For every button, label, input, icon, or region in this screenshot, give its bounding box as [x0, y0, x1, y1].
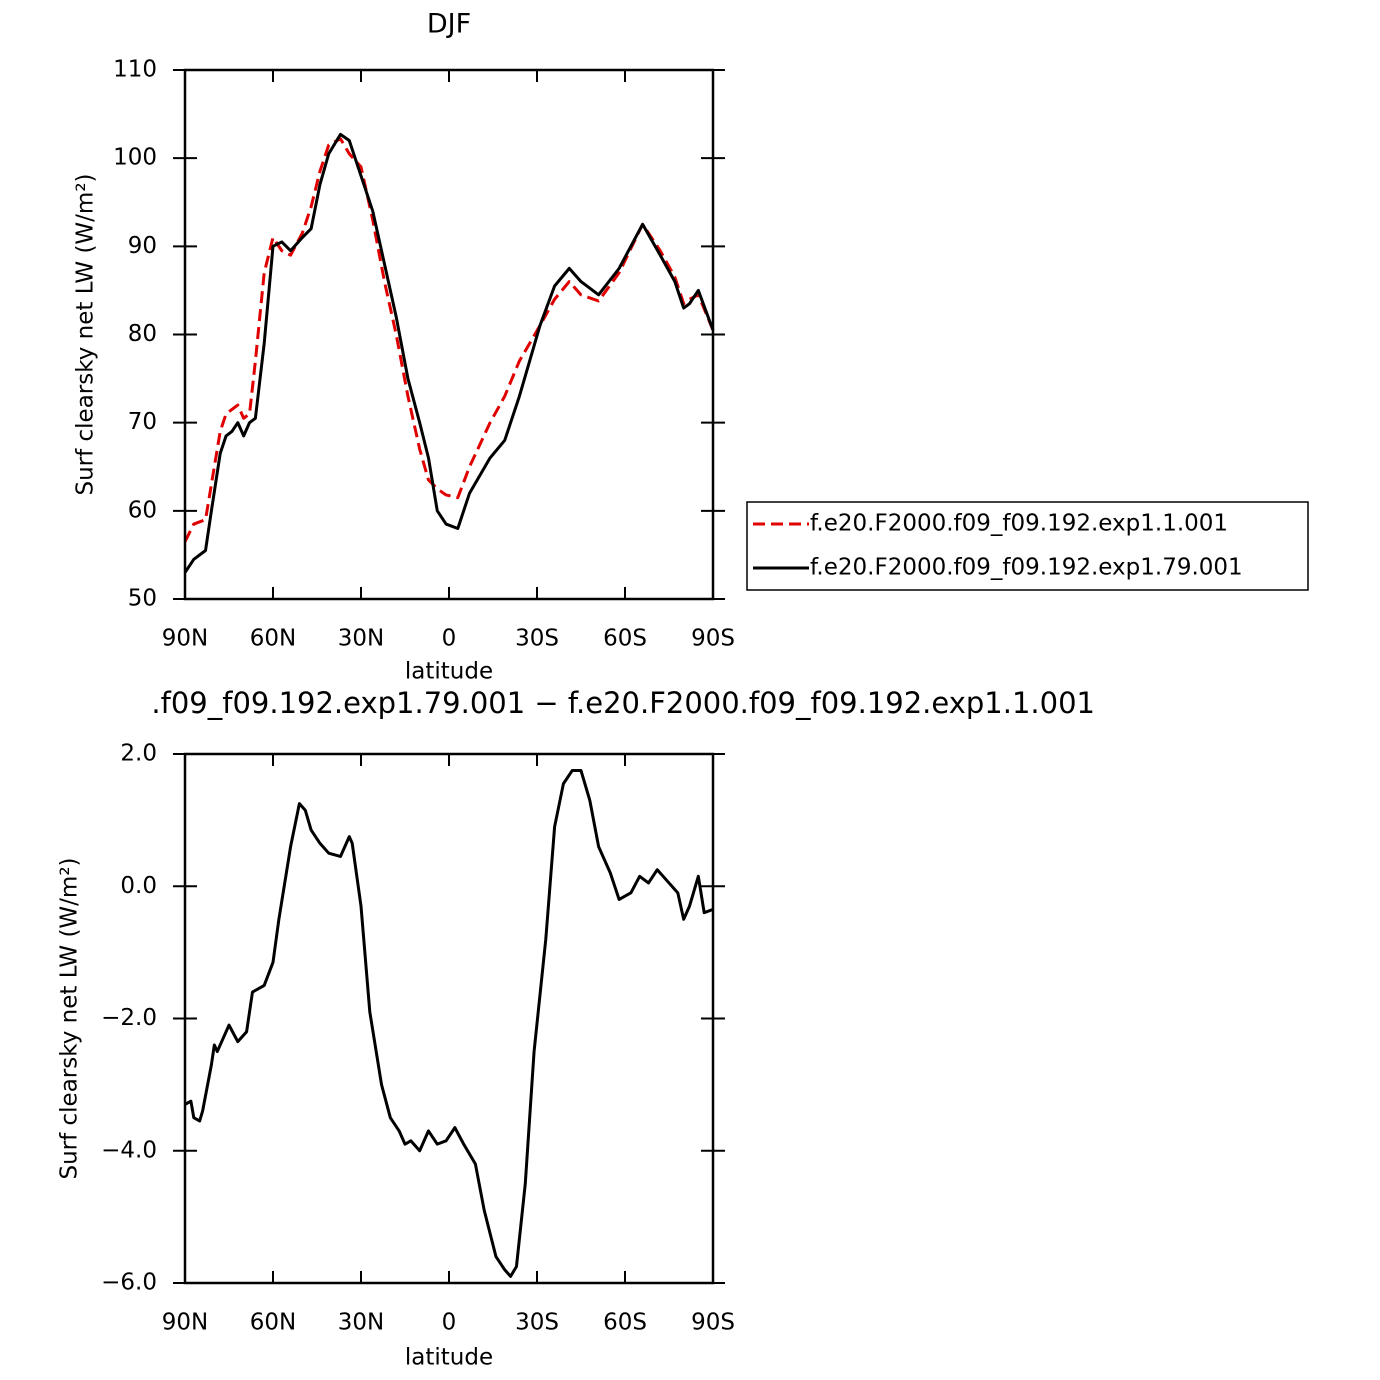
y-tick-label: 50: [128, 586, 157, 612]
x-tick-label: 90S: [691, 1310, 735, 1336]
data-line: [183, 137, 715, 543]
plot-frame: [183, 68, 715, 601]
y-tick-label: 100: [113, 145, 157, 171]
x-tick-label: 30S: [515, 626, 559, 652]
y-tick-label: −6.0: [101, 1270, 157, 1296]
y-tick-label: −4.0: [101, 1137, 157, 1163]
data-line: [183, 132, 715, 574]
x-tick-label: 0: [442, 1310, 457, 1336]
x-tick-label: 60N: [250, 626, 296, 652]
x-tick-label: 30N: [338, 626, 384, 652]
y-axis-label: Surf clearsky net LW (W/m²): [57, 857, 83, 1179]
x-tick-label: 90N: [162, 1310, 208, 1336]
x-tick-label: 60S: [603, 626, 647, 652]
plot-frame: [183, 752, 715, 1285]
x-axis-label: latitude: [405, 1345, 493, 1371]
x-tick-label: 0: [442, 626, 457, 652]
chart-title: .f09_f09.192.exp1.79.001 − f.e20.F2000.f…: [151, 686, 1095, 720]
x-axis-label: latitude: [405, 659, 493, 685]
x-tick-label: 60S: [603, 1310, 647, 1336]
x-tick-label: 30N: [338, 1310, 384, 1336]
y-tick-label: 90: [128, 233, 157, 259]
y-tick-label: 70: [128, 409, 157, 435]
y-tick-label: 2.0: [120, 741, 157, 767]
legend-label: f.e20.F2000.f09_f09.192.exp1.79.001: [810, 555, 1243, 581]
x-tick-label: 60N: [250, 1310, 296, 1336]
x-tick-label: 90N: [162, 626, 208, 652]
y-tick-label: 80: [128, 321, 157, 347]
y-tick-label: 0.0: [120, 873, 157, 899]
x-tick-label: 90S: [691, 626, 735, 652]
legend-box: [746, 501, 1309, 591]
chart-title: DJF: [427, 9, 471, 40]
x-tick-label: 30S: [515, 1310, 559, 1336]
legend-label: f.e20.F2000.f09_f09.192.exp1.1.001: [810, 511, 1228, 537]
y-tick-label: −2.0: [101, 1005, 157, 1031]
y-axis-label: Surf clearsky net LW (W/m²): [73, 173, 99, 495]
y-tick-label: 110: [113, 57, 157, 83]
y-tick-label: 60: [128, 497, 157, 523]
data-line: [184, 769, 714, 1278]
